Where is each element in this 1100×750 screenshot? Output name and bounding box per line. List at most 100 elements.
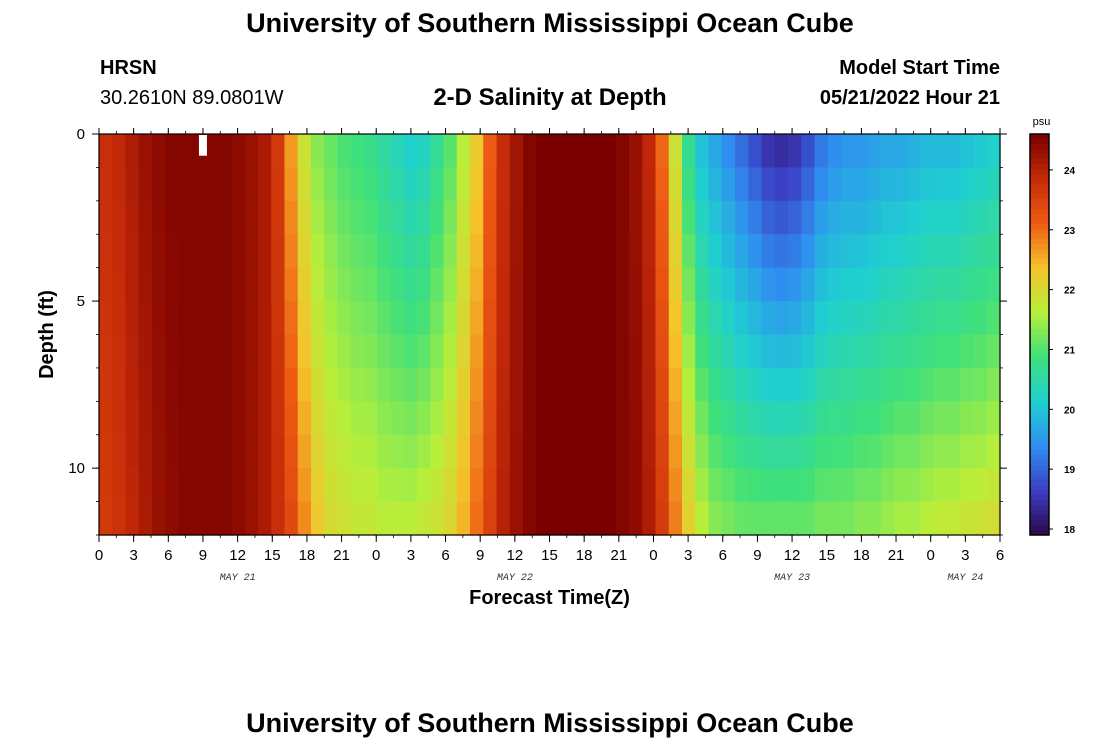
- x-tick-label: 21: [888, 547, 905, 564]
- x-tick-label: 0: [927, 547, 935, 564]
- heatmap-cell: [960, 167, 975, 202]
- heatmap-cell: [443, 200, 458, 235]
- heatmap-cell: [682, 234, 696, 269]
- heatmap-cell: [403, 234, 418, 269]
- heatmap-cell: [456, 334, 471, 369]
- x-tick-label: 3: [684, 547, 692, 564]
- heatmap-cell: [774, 401, 789, 436]
- heatmap-cell: [443, 167, 458, 202]
- day-label: MAY 23: [774, 573, 810, 584]
- heatmap-cell: [430, 468, 445, 503]
- heatmap-cell: [748, 334, 763, 369]
- heatmap-cell: [668, 434, 683, 469]
- heatmap-cell: [99, 434, 113, 469]
- heatmap-cell: [615, 501, 630, 536]
- heatmap-cell: [152, 167, 166, 202]
- heatmap-cell: [417, 167, 431, 202]
- heatmap-cell: [774, 434, 789, 469]
- heatmap-cell: [284, 200, 299, 235]
- heatmap-cell: [814, 401, 829, 436]
- colorbar-segment: [1030, 369, 1049, 376]
- heatmap-cell: [708, 367, 723, 402]
- heatmap-cell: [218, 267, 233, 302]
- heatmap-cell: [417, 301, 431, 336]
- colorbar-segment: [1030, 384, 1049, 391]
- heatmap-cell: [496, 501, 511, 536]
- heatmap-cell: [933, 468, 948, 503]
- heatmap-cell: [549, 367, 564, 402]
- heatmap-cell: [99, 301, 113, 336]
- heatmap-cell: [456, 167, 471, 202]
- heatmap-cell: [708, 267, 723, 302]
- heatmap-cell: [430, 200, 445, 235]
- heatmap-cell: [735, 134, 749, 169]
- heatmap-cell: [324, 200, 339, 235]
- heatmap-cell: [377, 367, 392, 402]
- heatmap-cell: [443, 134, 458, 169]
- heatmap-cell: [562, 301, 577, 336]
- heatmap-cell: [417, 367, 431, 402]
- heatmap-cell: [456, 401, 471, 436]
- station-coords: 30.2610N 89.0801W: [100, 87, 284, 109]
- heatmap-cell: [801, 468, 816, 503]
- heatmap-cell: [496, 234, 511, 269]
- heatmap-cell: [258, 468, 272, 503]
- x-tick-label: 21: [333, 547, 350, 564]
- heatmap-cell: [244, 301, 259, 336]
- heatmap-cell: [589, 301, 604, 336]
- heatmap-cell: [390, 334, 405, 369]
- heatmap-cell: [986, 468, 1001, 503]
- heatmap-cell: [337, 501, 352, 536]
- heatmap-cell: [615, 167, 630, 202]
- heatmap-cell: [258, 434, 272, 469]
- heatmap-cell: [867, 334, 882, 369]
- heatmap-cell: [138, 167, 153, 202]
- colorbar-segment: [1030, 394, 1049, 401]
- heatmap-cell: [523, 367, 537, 402]
- heatmap-cell: [496, 200, 511, 235]
- colorbar-segment: [1030, 224, 1049, 230]
- heatmap-cell: [668, 200, 683, 235]
- heatmap-cell: [894, 200, 908, 235]
- colorbar-segment: [1030, 219, 1049, 225]
- heatmap-cell: [509, 468, 524, 503]
- colorbar-segment: [1030, 204, 1049, 210]
- colorbar-segment: [1030, 339, 1049, 346]
- heatmap-cell: [496, 434, 511, 469]
- colorbar-segment: [1030, 439, 1049, 446]
- heatmap-cell: [456, 301, 471, 336]
- heatmap-cell: [138, 267, 153, 302]
- heatmap-cell: [589, 468, 604, 503]
- heatmap-cell: [721, 367, 736, 402]
- colorbar-segment: [1030, 314, 1049, 320]
- heatmap-cell: [377, 334, 392, 369]
- heatmap-cell: [721, 234, 736, 269]
- heatmap-cell: [602, 267, 617, 302]
- x-tick-label: 18: [853, 547, 870, 564]
- heatmap-cell: [324, 167, 339, 202]
- heatmap-cell: [642, 234, 657, 269]
- heatmap-cell: [178, 200, 193, 235]
- heatmap-cell: [748, 234, 763, 269]
- heatmap-cell: [602, 401, 617, 436]
- heatmap-cell: [99, 234, 113, 269]
- heatmap-cell: [536, 334, 551, 369]
- heatmap-cell: [562, 401, 577, 436]
- heatmap-cell: [774, 501, 789, 536]
- heatmap-cell: [880, 468, 895, 503]
- heatmap-cell: [244, 468, 259, 503]
- heatmap-cell: [337, 167, 352, 202]
- heatmap-cell: [218, 434, 233, 469]
- heatmap-cell: [483, 401, 498, 436]
- colorbar: 18 19 20 21 22 23 24 psu: [1029, 116, 1076, 536]
- x-tick-label: 6: [719, 547, 727, 564]
- heatmap-cell: [337, 434, 352, 469]
- heatmap-cell: [297, 301, 312, 336]
- heatmap-cell: [231, 501, 246, 536]
- heatmap-cell: [814, 134, 829, 169]
- heatmap-cell: [986, 267, 1001, 302]
- heatmap-cell: [682, 501, 696, 536]
- heatmap-cell: [629, 401, 643, 436]
- heatmap-cell: [112, 234, 127, 269]
- colorbar-segment: [1030, 404, 1049, 411]
